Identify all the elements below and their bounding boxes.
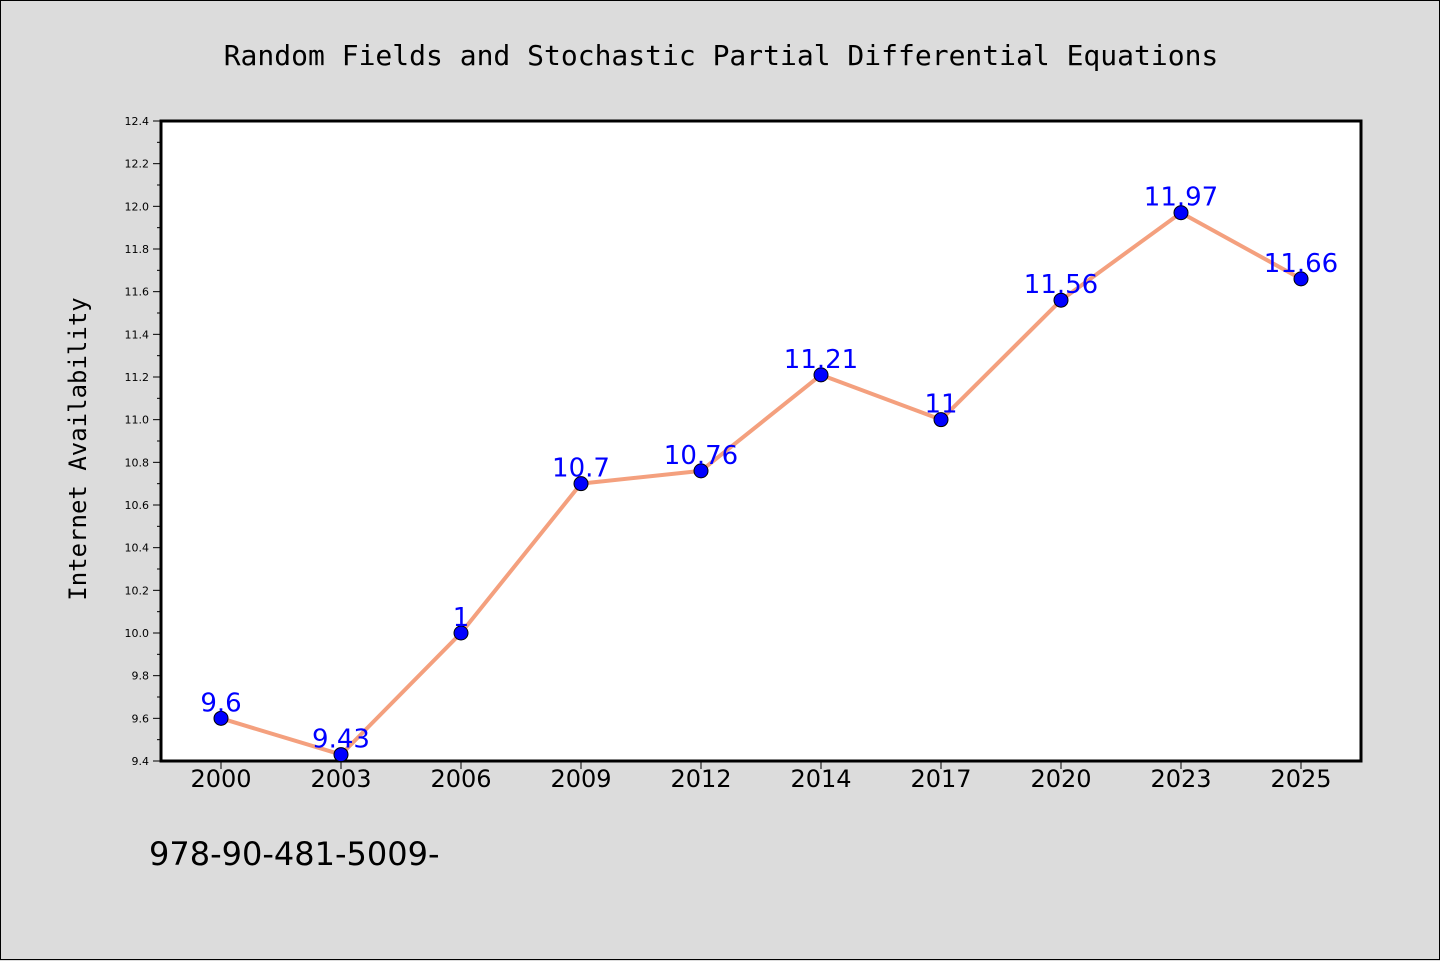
data-point [933, 412, 949, 428]
x-tick-label: 2006 [430, 765, 491, 793]
y-tick-label: 10.8 [125, 456, 150, 469]
x-tick-label: 2003 [310, 765, 371, 793]
y-tick-label: 9.6 [132, 712, 150, 725]
data-label: 9.6 [200, 688, 241, 718]
y-tick-label: 11.8 [125, 243, 150, 256]
y-tick-label: 9.4 [132, 755, 150, 768]
data-point [213, 710, 229, 726]
series-group: 9.6 9.43 1 10.7 10.76 11.21 11 11.56 11.97 11.66 [200, 183, 1338, 763]
data-label: 9.43 [312, 725, 370, 755]
y-tick-label: 10.4 [125, 542, 150, 555]
data-point [453, 625, 469, 641]
y-tick-label: 10.0 [125, 627, 150, 640]
y-tick-label: 11.2 [125, 371, 150, 384]
data-point [333, 747, 349, 763]
data-point [1053, 292, 1069, 308]
x-tick-label: 2020 [1030, 765, 1091, 793]
x-tick-label: 2014 [790, 765, 851, 793]
data-point [693, 463, 709, 479]
data-label: 11.97 [1144, 183, 1218, 213]
data-label: 1 [453, 603, 470, 633]
y-tick-label: 11.6 [125, 286, 150, 299]
y-tick-label: 11.0 [125, 414, 150, 427]
x-tick-label: 2017 [910, 765, 971, 793]
data-point [573, 476, 589, 492]
data-point [1293, 271, 1309, 287]
y-tick-label: 9.8 [132, 670, 150, 683]
y-tick-label: 12.2 [125, 158, 150, 171]
y-axis: 9.4 9.6 9.8 10.0 10.2 10.4 10.6 10.8 11.0 11.2 11.… [125, 115, 161, 768]
y-tick-label: 12.4 [125, 115, 150, 128]
data-point [813, 367, 829, 383]
chart-title: Random Fields and Stochastic Partial Dif… [224, 39, 1219, 72]
footer-text: 978-90-481-5009- [149, 835, 440, 873]
data-label: 11.66 [1264, 249, 1338, 279]
data-point [1173, 205, 1189, 221]
y-axis-label: Internet Availability [64, 297, 92, 600]
x-tick-label: 2023 [1150, 765, 1211, 793]
x-tick-label: 2009 [550, 765, 611, 793]
x-axis: 2000 2003 2006 2009 2012 2014 2017 2020 2023 2025 [190, 761, 1332, 793]
x-tick-label: 2000 [190, 765, 251, 793]
data-label: 10.7 [552, 454, 610, 484]
y-tick-label: 10.2 [125, 584, 150, 597]
data-label: 10.76 [664, 441, 738, 471]
series-line [219, 210, 1303, 757]
y-tick-label: 11.4 [125, 328, 150, 341]
x-tick-label: 2012 [670, 765, 731, 793]
data-label: 11.21 [784, 345, 858, 375]
data-label: 11.56 [1024, 270, 1098, 300]
y-tick-label: 10.6 [125, 499, 150, 512]
data-label: 11 [924, 390, 957, 420]
x-tick-label: 2025 [1270, 765, 1331, 793]
y-tick-label: 12.0 [125, 200, 150, 213]
